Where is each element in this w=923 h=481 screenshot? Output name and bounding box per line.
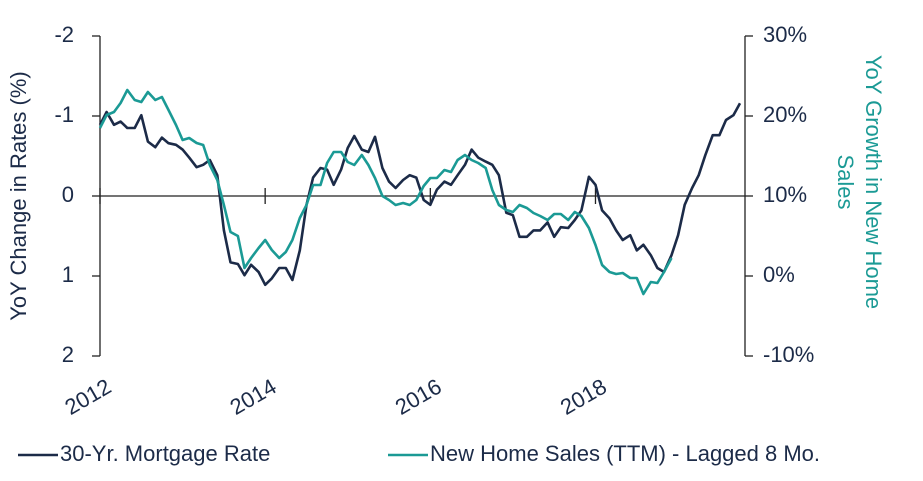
x-tick-label: 2014 xyxy=(226,374,281,420)
series-line xyxy=(98,88,673,296)
x-tick-label: 2016 xyxy=(391,374,446,420)
x-tick-label: 2012 xyxy=(61,374,116,420)
y-tick-label: 1 xyxy=(62,262,74,287)
y2-tick-label: -10% xyxy=(763,342,814,367)
y2-tick-label: 30% xyxy=(763,22,807,47)
x-tick-label: 2018 xyxy=(556,374,611,420)
y2-tick-label: 10% xyxy=(763,182,807,207)
y-tick-label: 2 xyxy=(62,342,74,367)
y2-tick-label: 0% xyxy=(763,262,795,287)
legend-label: New Home Sales (TTM) - Lagged 8 Mo. xyxy=(430,441,820,466)
legend-label: 30-Yr. Mortgage Rate xyxy=(60,441,270,466)
y-axis-title: YoY Change in Rates (%) xyxy=(6,71,31,321)
y-tick-label: -2 xyxy=(54,22,74,47)
y2-tick-label: 20% xyxy=(763,102,807,127)
y2-axis-title: YoY Growth in New HomeSales xyxy=(833,55,886,309)
y-tick-label: -1 xyxy=(54,102,74,127)
series-line xyxy=(98,102,742,287)
y-tick-label: 0 xyxy=(62,182,74,207)
